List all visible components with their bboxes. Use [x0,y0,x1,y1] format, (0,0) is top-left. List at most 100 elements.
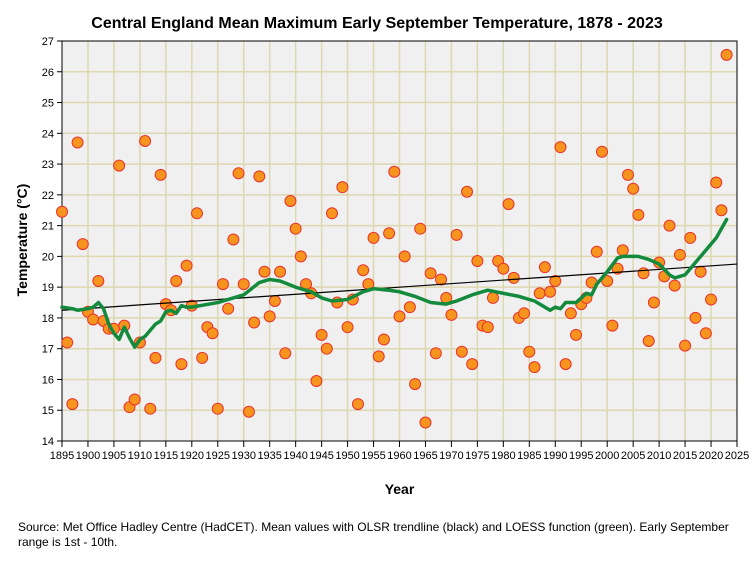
data-point [300,278,313,291]
data-point [154,168,167,181]
data-point [362,278,375,291]
y-tick-label: 16 [42,374,54,386]
data-point [668,279,681,292]
data-point [284,195,297,207]
data-point [445,308,458,321]
y-tick-label: 26 [42,67,54,79]
data-point [92,275,105,287]
y-tick-label: 21 [42,221,54,233]
data-point [336,181,349,194]
x-tick-label: 1995 [569,450,593,462]
data-point [689,311,702,324]
data-point [414,222,427,235]
data-point [331,296,344,309]
data-point [294,250,307,263]
data-point [606,319,619,332]
source-note: Source: Met Office Hadley Centre (HadCET… [18,520,729,549]
data-point [512,311,525,324]
data-point [663,219,676,232]
data-point [196,351,209,364]
data-point [367,231,380,244]
data-point [647,296,660,309]
data-point [502,198,515,211]
data-point [471,255,484,267]
data-point [66,398,79,411]
data-point [227,233,240,246]
y-tick-label: 18 [42,313,54,325]
data-point [481,321,494,334]
data-point [320,342,333,355]
data-point [305,287,318,300]
x-tick-label: 1925 [206,450,230,462]
data-point [616,244,629,257]
data-point [310,375,323,387]
x-tick-label: 1920 [180,450,204,462]
x-tick-label: 1915 [154,450,178,462]
data-point [435,273,448,286]
data-point [377,333,390,346]
data-point [403,301,416,314]
data-point [544,285,557,298]
x-tick-label: 1940 [283,450,307,462]
y-tick-label: 23 [42,159,54,171]
plot-background [62,41,737,441]
x-tick-label: 1980 [491,450,515,462]
data-point [393,310,406,323]
data-point [533,287,546,300]
data-point [450,228,463,241]
data-point [289,222,302,235]
data-point [253,170,266,183]
data-point [507,271,520,284]
data-point [554,141,567,154]
data-point [388,165,401,178]
x-tick-label: 1935 [257,450,281,462]
data-point [222,302,235,315]
data-point [263,310,276,323]
x-tick-label: 1985 [517,450,541,462]
data-point [191,207,203,220]
data-point [133,336,146,349]
data-point [486,291,499,304]
y-tick-label: 15 [42,405,54,417]
data-point [564,307,577,320]
data-point [627,182,640,195]
data-point [372,350,385,363]
data-point [211,402,224,415]
data-point [315,328,328,341]
data-point [242,405,255,418]
data-point [611,262,624,275]
y-tick-label: 19 [42,282,54,294]
data-point [632,208,645,221]
plot-border [61,40,738,442]
data-point [232,167,245,180]
data-point [258,265,271,278]
data-point [528,361,541,374]
data-point [710,176,723,189]
y-tick-label: 24 [42,128,54,140]
data-point [492,255,505,267]
data-point [440,291,453,304]
data-point [570,328,583,341]
data-point [575,298,588,311]
x-tick-label: 1910 [128,450,152,462]
y-tick-label: 20 [42,251,54,263]
data-point [461,185,473,198]
data-point [274,265,287,278]
data-point [180,259,193,272]
x-axis-label: Year [384,481,415,497]
data-point [585,276,598,289]
x-tick-label: 2010 [647,450,671,462]
y-tick-label: 17 [42,344,54,356]
data-point [123,401,136,414]
x-tick-label: 1905 [102,450,126,462]
data-point [699,327,712,340]
data-point [476,319,489,332]
data-point [139,135,152,147]
x-tick-label: 2015 [673,450,697,462]
x-tick-label: 2005 [621,450,645,462]
loess-line [60,217,729,349]
data-point [107,322,120,335]
data-point [357,264,370,277]
data-point [170,275,183,287]
